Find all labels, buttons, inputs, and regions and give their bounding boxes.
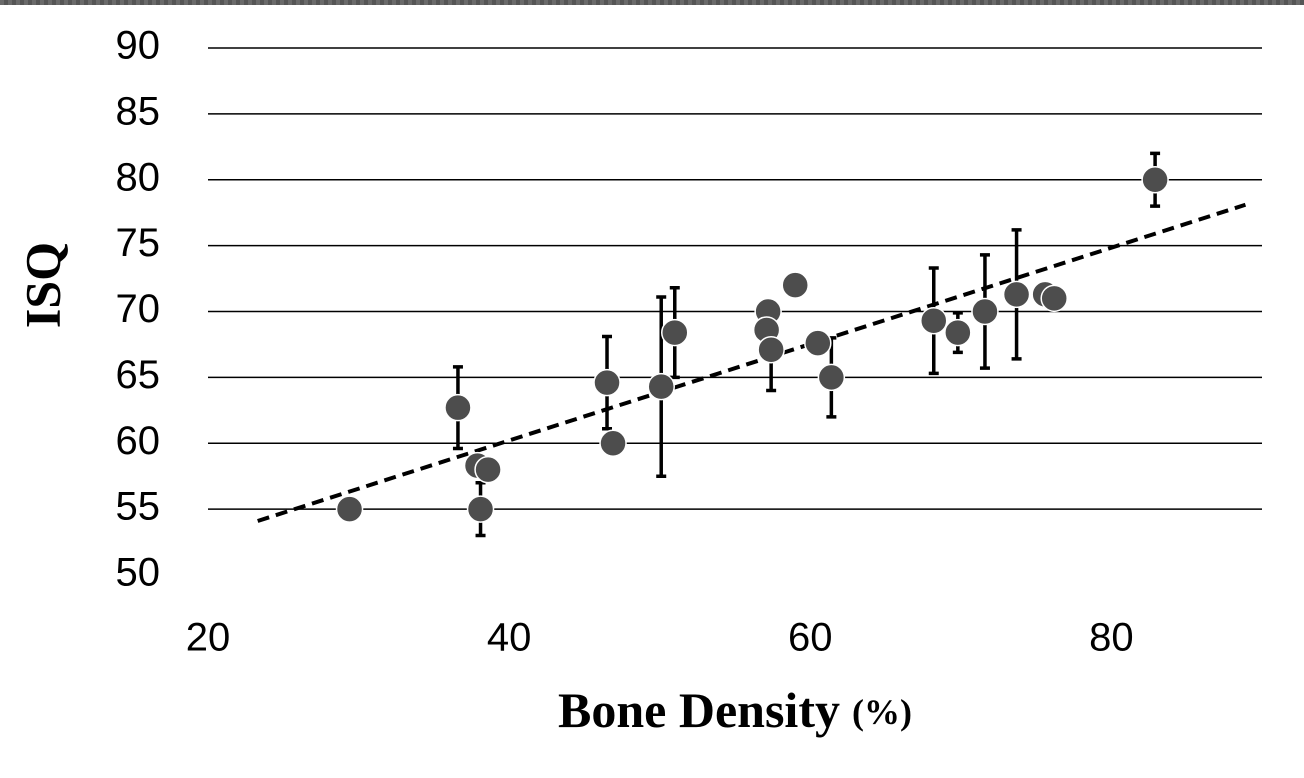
y-tick-label: 90: [116, 24, 161, 68]
y-tick-label: 65: [116, 353, 161, 397]
x-axis-label-unit: (%): [852, 692, 912, 732]
point: [757, 335, 785, 364]
y-tick-label: 80: [116, 155, 161, 199]
x-tick-label: 40: [487, 616, 532, 660]
y-tick-label: 60: [116, 419, 161, 463]
point: [647, 372, 675, 401]
point: [1040, 284, 1068, 313]
point: [920, 306, 948, 335]
point: [335, 495, 364, 523]
point: [474, 455, 502, 484]
point: [1141, 166, 1169, 194]
point: [804, 329, 832, 357]
point: [971, 297, 999, 326]
point: [661, 318, 689, 347]
x-axis-label-main: Bone Density: [558, 682, 840, 738]
point: [1002, 280, 1031, 309]
point: [466, 495, 495, 523]
point: [817, 363, 846, 392]
y-tick-label: 55: [116, 485, 161, 529]
trendline: [257, 202, 1247, 523]
x-axis-label: Bone Density (%): [558, 682, 912, 738]
y-tick-label: 85: [116, 89, 161, 133]
x-tick-label: 60: [788, 616, 833, 660]
y-tick-label: 50: [116, 551, 161, 595]
point: [944, 318, 972, 347]
top-border: [0, 0, 1304, 5]
x-tick-label: 20: [186, 616, 231, 660]
point: [781, 271, 809, 299]
y-axis-label: ISQ: [14, 242, 70, 328]
point: [599, 429, 627, 457]
y-tick-label: 75: [116, 221, 161, 265]
point: [444, 393, 472, 422]
y-tick-label: 70: [116, 287, 161, 331]
point: [593, 368, 621, 397]
x-tick-label: 80: [1089, 616, 1134, 660]
